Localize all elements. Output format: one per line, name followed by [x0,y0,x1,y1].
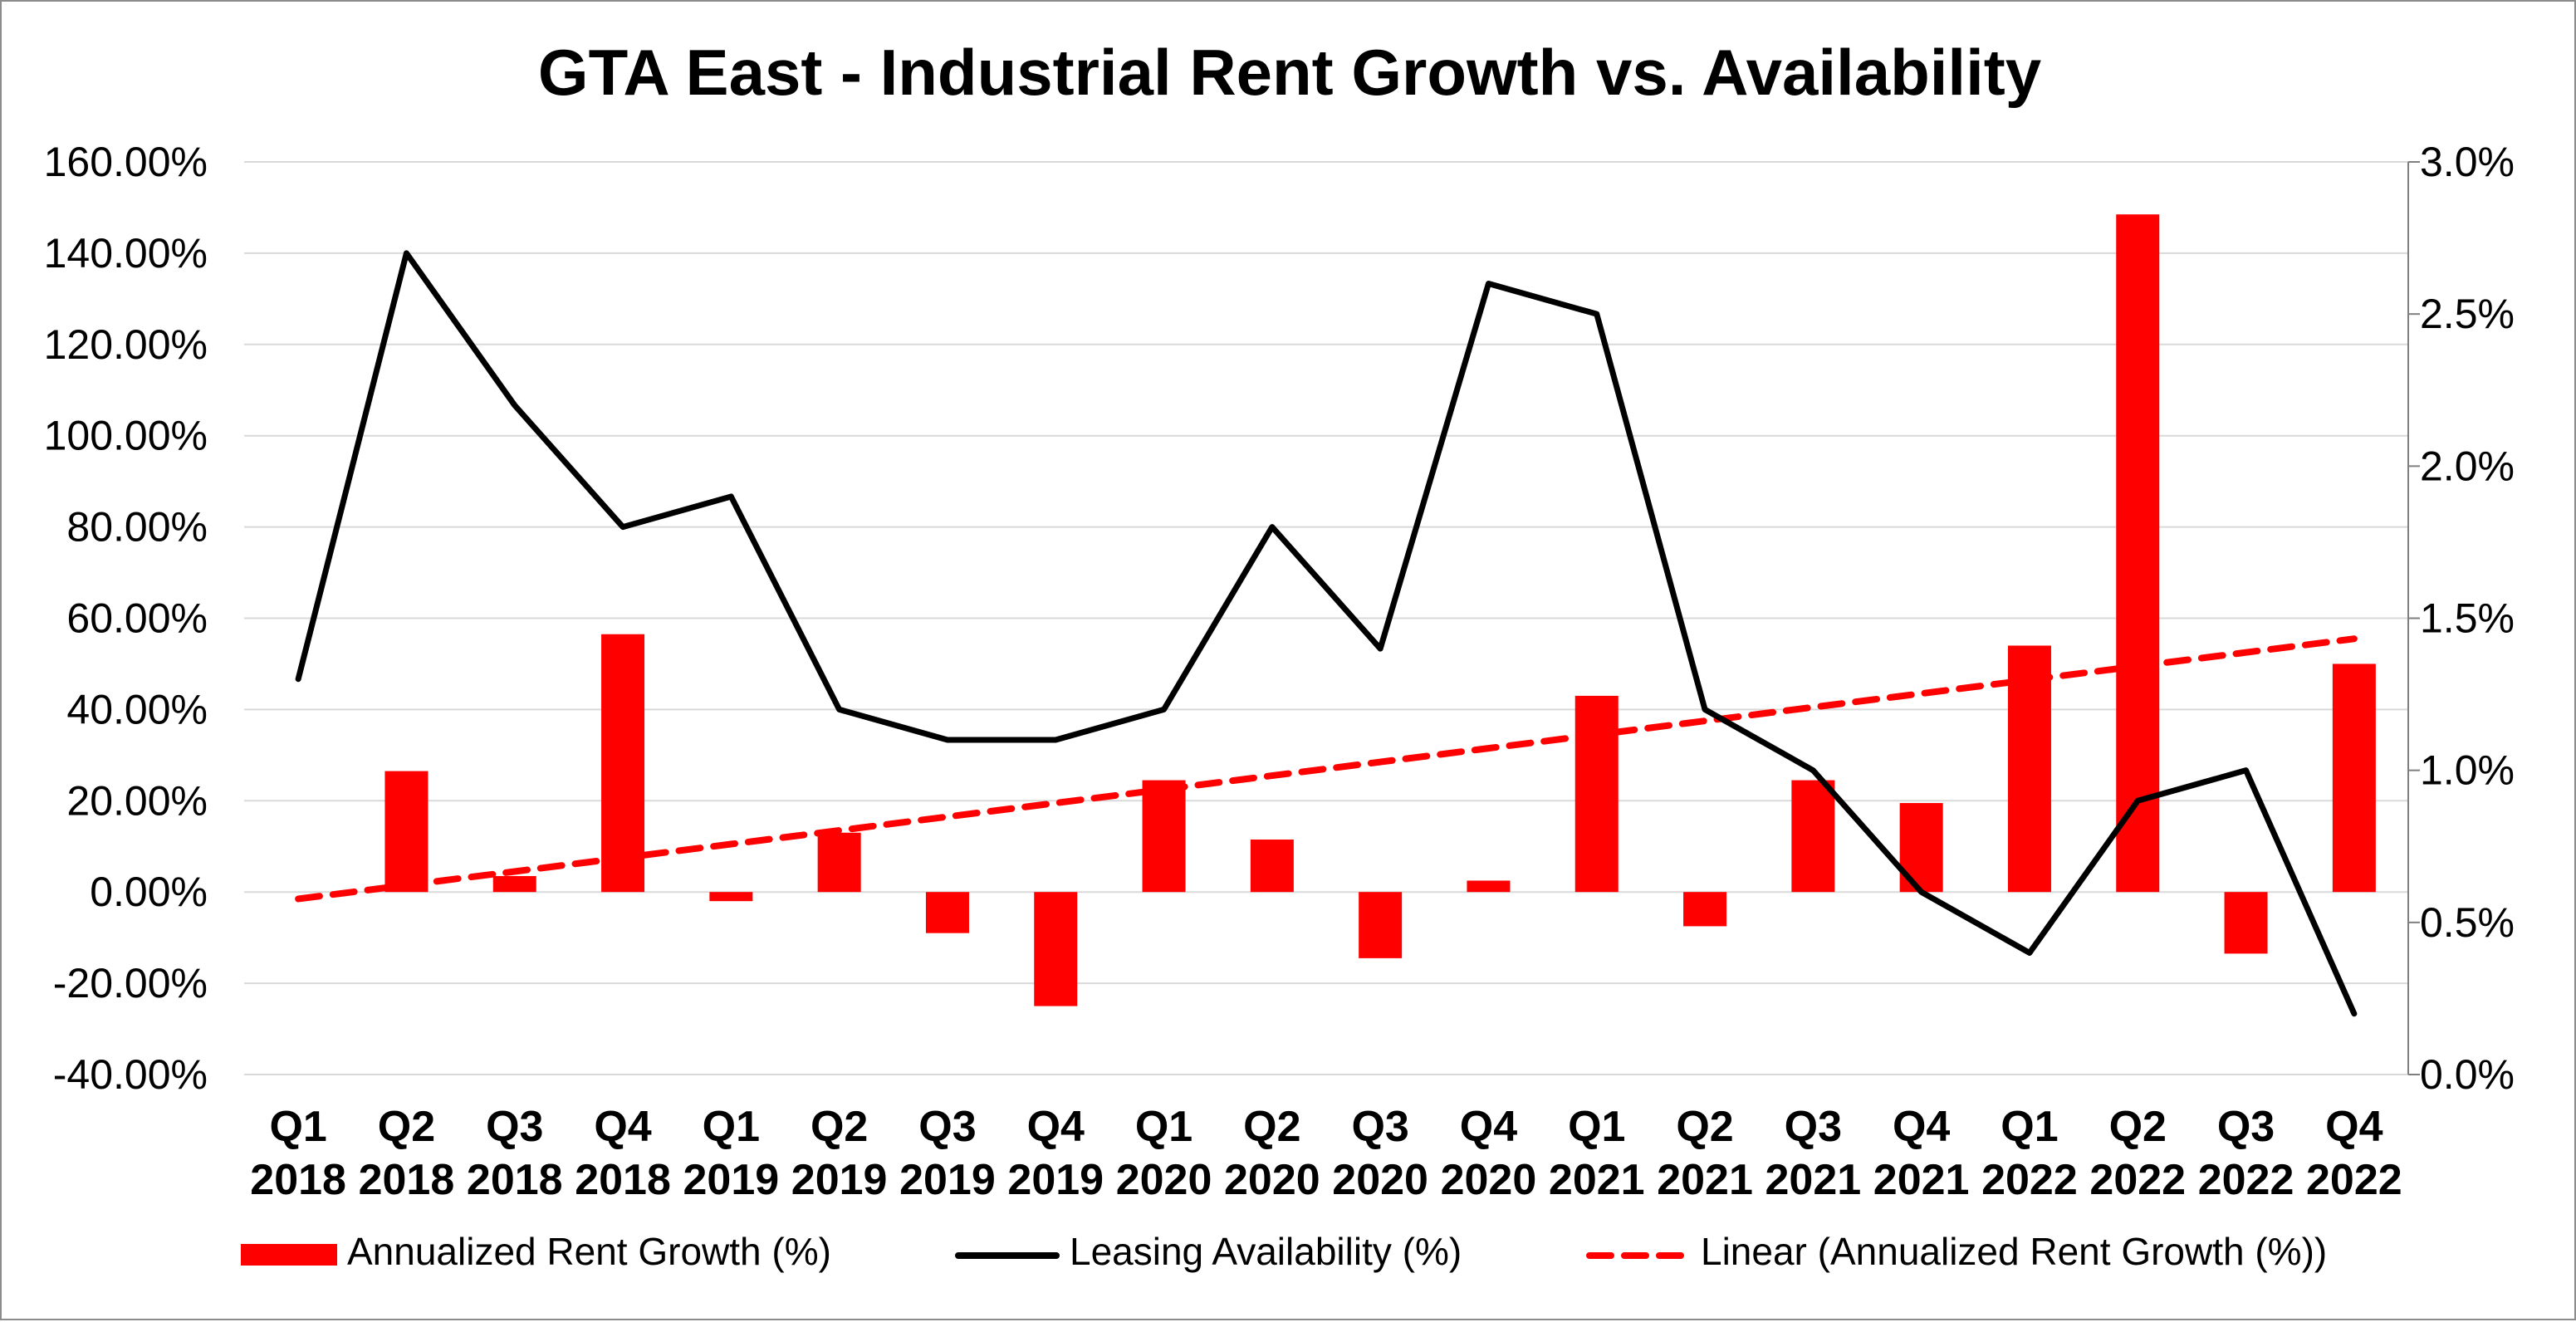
rent-growth-trendline [295,635,2358,903]
chart-title: GTA East - Industrial Rent Growth vs. Av… [538,36,2041,109]
trendline-layer [295,635,2358,903]
legend-swatch-rent-growth [241,1244,337,1266]
category-quarter-label: Q4 [1027,1103,1085,1151]
category-year-label: 2018 [575,1156,671,1204]
legend-label-rent-growth: Annualized Rent Growth (%) [347,1230,831,1273]
category-quarter-label: Q2 [2109,1103,2167,1151]
category-year-label: 2021 [1549,1156,1645,1204]
rent-growth-bar [2224,892,2268,954]
category-year-label: 2018 [467,1156,563,1204]
category-quarter-label: Q2 [811,1103,868,1151]
rent-growth-bar [1359,892,1403,958]
rent-growth-bar [1467,880,1511,893]
left-tick-label: 160.00% [44,139,208,185]
category-year-label: 2020 [1332,1156,1428,1204]
category-quarter-label: Q1 [1568,1103,1625,1151]
category-year-label: 2022 [1981,1156,2078,1204]
rent-growth-bar [2116,214,2160,893]
right-tick-label: 1.0% [2420,747,2515,794]
rent-growth-bar [1791,780,1835,893]
category-quarter-label: Q4 [2325,1103,2383,1151]
rent-growth-bar [384,771,429,893]
left-tick-label: -20.00% [53,960,208,1006]
category-quarter-label: Q3 [918,1103,976,1151]
category-quarter-label: Q2 [1243,1103,1300,1151]
rent-growth-bar [1034,892,1078,1006]
right-tick-label: 0.5% [2420,899,2515,946]
left-tick-label: 0.00% [90,869,208,915]
rent-growth-bar [1683,892,1727,927]
category-year-label: 2018 [250,1156,346,1204]
rent-growth-bar [709,892,753,902]
rent-growth-bar [817,832,861,893]
category-quarter-label: Q2 [1676,1103,1733,1151]
rent-growth-bar [925,892,969,933]
category-quarter-label: Q1 [2001,1103,2058,1151]
left-tick-label: 20.00% [66,777,208,824]
category-year-label: 2022 [2306,1156,2402,1204]
left-tick-label: 60.00% [66,595,208,642]
category-quarter-label: Q4 [594,1103,651,1151]
leasing-availability-line [295,250,2358,1017]
category-year-label: 2018 [359,1156,455,1204]
category-year-label: 2022 [2089,1156,2186,1204]
category-quarter-label: Q4 [1893,1103,1950,1151]
category-quarter-label: Q2 [378,1103,435,1151]
category-quarter-label: Q3 [1351,1103,1408,1151]
right-tick-label: 1.5% [2420,595,2515,642]
category-year-label: 2021 [1765,1156,1862,1204]
x-axis-category-labels: Q1 2018 Q2 2018 Q3 2018 Q4 2018 Q1 2019 Q2 2019 Q3 20… [250,1103,2402,1204]
right-tick-label: 2.5% [2420,291,2515,337]
gridlines [244,161,2408,1075]
category-quarter-label: Q1 [703,1103,760,1151]
rent-growth-bar [2007,645,2051,893]
availability-line-layer [295,250,2358,1017]
left-tick-label: 100.00% [44,413,208,459]
left-tick-label: 120.00% [44,321,208,368]
rent-growth-bar [1142,780,1186,893]
category-year-label: 2019 [683,1156,780,1204]
left-tick-label: 40.00% [66,686,208,732]
left-axis-tick-labels: 160.00% 140.00% 120.00% 100.00% 80.00% 60.00%… [44,139,208,1098]
category-year-label: 2022 [2198,1156,2294,1204]
left-tick-label: 80.00% [66,504,208,551]
rent-growth-bar [1250,840,1294,893]
rent-growth-bar [492,875,536,893]
category-quarter-label: Q3 [2217,1103,2275,1151]
category-year-label: 2021 [1657,1156,1753,1204]
left-tick-label: -40.00% [53,1051,208,1098]
category-quarter-label: Q3 [486,1103,543,1151]
category-year-label: 2020 [1441,1156,1537,1204]
category-year-label: 2019 [1007,1156,1104,1204]
right-tick-label: 0.0% [2420,1051,2515,1098]
right-tick-label: 3.0% [2420,139,2515,185]
left-tick-label: 140.00% [44,230,208,277]
category-year-label: 2019 [899,1156,996,1204]
rent-growth-bar [1574,695,1619,893]
category-year-label: 2020 [1224,1156,1320,1204]
category-quarter-label: Q4 [1460,1103,1517,1151]
rent-growth-bar [2332,663,2376,893]
rent-growth-bars [384,214,2376,1006]
legend-label-trendline: Linear (Annualized Rent Growth (%)) [1701,1230,2327,1273]
category-quarter-label: Q1 [1135,1103,1193,1151]
right-tick-label: 2.0% [2420,443,2515,489]
rent-growth-bar [601,634,645,893]
legend: Annualized Rent Growth (%) Leasing Availa… [241,1230,2327,1273]
legend-label-availability: Leasing Availability (%) [1070,1230,1462,1273]
category-quarter-label: Q3 [1785,1103,1842,1151]
category-quarter-label: Q1 [269,1103,326,1151]
category-year-label: 2019 [791,1156,888,1204]
right-axis: 3.0% 2.5% 2.0% 1.5% 1.0% 0.5% 0.0% [2407,139,2515,1098]
category-year-label: 2021 [1873,1156,1970,1204]
category-year-label: 2020 [1116,1156,1212,1204]
